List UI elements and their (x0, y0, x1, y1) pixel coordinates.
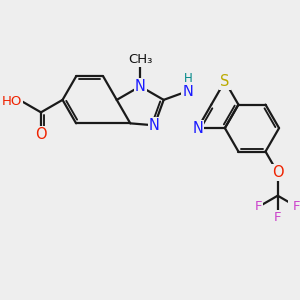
Text: CH₃: CH₃ (128, 53, 152, 66)
Text: N: N (192, 121, 203, 136)
Text: S: S (220, 74, 230, 89)
Text: F: F (274, 212, 281, 224)
Text: O: O (35, 127, 47, 142)
Text: HO: HO (1, 95, 22, 108)
Text: N: N (182, 84, 193, 99)
Text: F: F (255, 200, 262, 213)
Text: H: H (184, 72, 192, 85)
Text: N: N (135, 79, 146, 94)
Text: O: O (272, 165, 284, 180)
Text: F: F (293, 200, 300, 213)
Text: N: N (149, 118, 160, 133)
